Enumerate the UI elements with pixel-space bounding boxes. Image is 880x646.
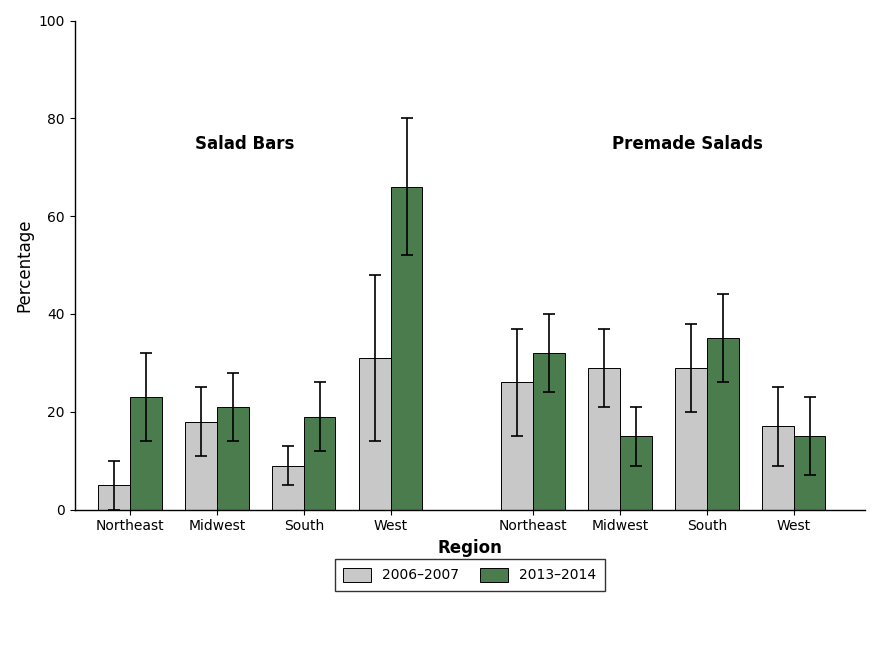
- Bar: [620, 436, 651, 510]
- Text: Salad Bars: Salad Bars: [194, 134, 294, 152]
- Bar: [794, 436, 825, 510]
- Bar: [589, 368, 620, 510]
- Y-axis label: Percentage: Percentage: [15, 218, 33, 312]
- Legend: 2006–2007, 2013–2014: 2006–2007, 2013–2014: [335, 559, 605, 590]
- Bar: [533, 353, 565, 510]
- Bar: [99, 485, 130, 510]
- Bar: [502, 382, 533, 510]
- Bar: [391, 187, 422, 510]
- Bar: [707, 339, 738, 510]
- X-axis label: Region: Region: [437, 539, 502, 557]
- Bar: [762, 426, 794, 510]
- Bar: [186, 422, 216, 510]
- Text: Premade Salads: Premade Salads: [612, 134, 763, 152]
- Bar: [130, 397, 162, 510]
- Bar: [304, 417, 335, 510]
- Bar: [216, 407, 248, 510]
- Bar: [675, 368, 707, 510]
- Bar: [359, 358, 391, 510]
- Bar: [272, 466, 304, 510]
